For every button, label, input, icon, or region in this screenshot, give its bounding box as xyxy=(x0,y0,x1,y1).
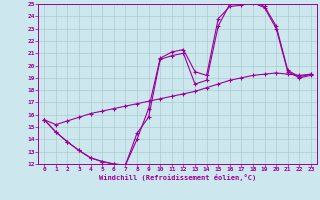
X-axis label: Windchill (Refroidissement éolien,°C): Windchill (Refroidissement éolien,°C) xyxy=(99,174,256,181)
